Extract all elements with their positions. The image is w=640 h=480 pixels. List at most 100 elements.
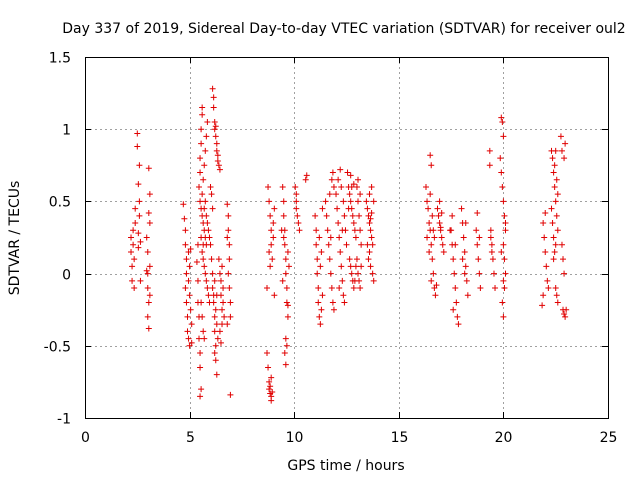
- x-tick-label: 20: [495, 430, 513, 446]
- data-point: [198, 299, 205, 306]
- data-point: [292, 183, 299, 190]
- data-point: [352, 234, 359, 241]
- x-tick-label: 10: [286, 430, 304, 446]
- data-point: [210, 94, 217, 101]
- data-point: [348, 270, 355, 277]
- data-point: [183, 299, 190, 306]
- data-point: [265, 183, 272, 190]
- data-point: [461, 270, 468, 277]
- data-point: [337, 248, 344, 255]
- data-point: [269, 256, 276, 263]
- data-point: [364, 205, 371, 212]
- data-point: [134, 143, 141, 150]
- data-point: [130, 227, 137, 234]
- data-point: [181, 215, 188, 222]
- data-point: [135, 244, 142, 251]
- data-point: [213, 140, 220, 147]
- data-point: [319, 205, 326, 212]
- data-point: [268, 397, 275, 404]
- data-point: [436, 198, 443, 205]
- data-point: [454, 313, 461, 320]
- data-point: [220, 299, 227, 306]
- data-point: [293, 205, 300, 212]
- data-point: [316, 313, 323, 320]
- data-point: [303, 172, 310, 179]
- data-point: [350, 181, 357, 188]
- data-point: [284, 313, 291, 320]
- data-point: [227, 299, 234, 306]
- data-point: [144, 313, 151, 320]
- data-point: [323, 212, 330, 219]
- data-point: [551, 162, 558, 169]
- data-point: [344, 169, 351, 176]
- data-point: [216, 166, 223, 173]
- data-point: [196, 335, 203, 342]
- data-point: [312, 212, 319, 219]
- data-point: [210, 299, 217, 306]
- data-point: [145, 299, 152, 306]
- data-point: [358, 263, 365, 270]
- plot-frame: [85, 57, 609, 419]
- data-point: [340, 198, 347, 205]
- data-point: [363, 198, 370, 205]
- data-point: [128, 234, 135, 241]
- data-point: [213, 321, 220, 328]
- data-point: [369, 270, 376, 277]
- data-point: [221, 313, 228, 320]
- data-point: [283, 299, 290, 306]
- data-point: [366, 220, 373, 227]
- data-point: [542, 209, 549, 216]
- data-point: [341, 212, 348, 219]
- data-point: [226, 241, 233, 248]
- data-point: [204, 285, 211, 292]
- data-point: [211, 313, 218, 320]
- data-point: [201, 205, 208, 212]
- data-point: [214, 335, 221, 342]
- data-point: [143, 234, 150, 241]
- data-point: [369, 241, 376, 248]
- data-point: [264, 350, 271, 357]
- data-point: [130, 241, 137, 248]
- data-point: [357, 191, 364, 198]
- data-point: [144, 270, 151, 277]
- data-point: [315, 299, 322, 306]
- data-point: [208, 256, 215, 263]
- data-point: [336, 234, 343, 241]
- data-point: [129, 263, 136, 270]
- x-tick-label: 0: [81, 430, 90, 446]
- data-point: [461, 248, 468, 255]
- data-point: [265, 364, 272, 371]
- data-point: [439, 241, 446, 248]
- data-point: [285, 263, 292, 270]
- data-point: [542, 248, 549, 255]
- data-point: [280, 234, 287, 241]
- data-point: [201, 335, 208, 342]
- data-point: [490, 270, 497, 277]
- data-point: [330, 183, 337, 190]
- data-point: [452, 241, 459, 248]
- data-point: [219, 306, 226, 313]
- data-point: [347, 263, 354, 270]
- data-point: [205, 227, 212, 234]
- data-point: [302, 176, 309, 183]
- data-point: [197, 169, 204, 176]
- chart-title: Day 337 of 2019, Sidereal Day-to-day VTE…: [62, 21, 625, 37]
- data-point: [211, 126, 218, 133]
- data-point: [134, 130, 141, 137]
- data-point: [545, 285, 552, 292]
- data-point: [346, 191, 353, 198]
- data-point: [206, 234, 213, 241]
- data-point: [129, 277, 136, 284]
- data-point: [198, 140, 205, 147]
- data-point: [197, 350, 204, 357]
- data-point: [560, 256, 567, 263]
- data-point: [335, 220, 342, 227]
- data-point: [462, 220, 469, 227]
- data-point: [270, 220, 277, 227]
- data-point: [194, 241, 201, 248]
- data-point: [314, 270, 321, 277]
- data-point: [498, 248, 505, 255]
- data-point: [500, 277, 507, 284]
- data-point: [459, 256, 466, 263]
- data-point: [132, 205, 139, 212]
